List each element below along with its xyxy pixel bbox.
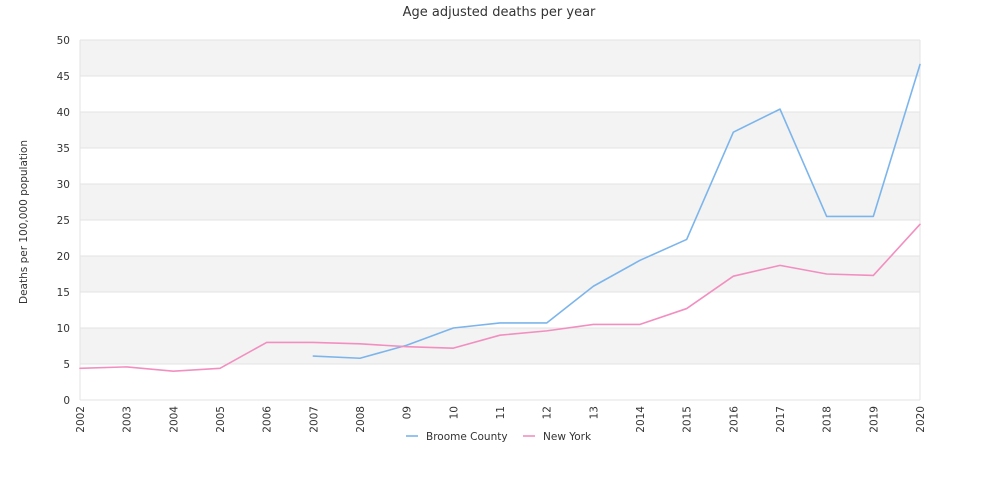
plot-band <box>80 40 920 76</box>
series-line-1 <box>79 223 921 372</box>
chart-title: Age adjusted deaths per year <box>403 5 596 20</box>
x-tick-label: 09 <box>402 406 414 419</box>
x-axis-ticks: 2002 2003 2004 2005 2006 2007 2008 09 10 11 12 13 20… <box>75 406 927 433</box>
x-tick-label: 2019 <box>868 406 880 433</box>
x-tick-label: 13 <box>588 406 600 419</box>
x-tick-label: 2017 <box>775 406 787 433</box>
plot-band <box>80 256 920 292</box>
y-tick-label: 15 <box>57 287 70 299</box>
x-tick-label: 2015 <box>682 406 694 433</box>
y-tick-label: 25 <box>57 215 70 227</box>
y-tick-label: 10 <box>57 323 70 335</box>
x-tick-label: 2005 <box>215 406 227 433</box>
y-tick-label: 30 <box>57 179 70 191</box>
y-tick-label: 20 <box>57 251 70 263</box>
y-axis-label: Deaths per 100,000 population <box>18 140 30 304</box>
y-tick-label: 35 <box>57 143 70 155</box>
gridlines <box>79 39 921 401</box>
x-tick-label: 2016 <box>728 406 740 433</box>
plot-band <box>80 328 920 364</box>
y-tick-label: 0 <box>63 395 70 407</box>
x-tick-label: 2006 <box>262 406 274 433</box>
series-lines <box>79 63 921 372</box>
legend-label[interactable]: Broome County <box>426 431 508 443</box>
y-tick-label: 45 <box>57 71 70 83</box>
y-axis-ticks: 0 5 10 15 20 25 30 35 40 45 50 <box>57 35 70 407</box>
x-tick-label: 2004 <box>168 406 180 433</box>
y-tick-label: 5 <box>63 359 70 371</box>
x-tick-label: 2018 <box>822 406 834 433</box>
x-tick-label: 2002 <box>75 406 87 433</box>
plot-band <box>80 364 920 400</box>
x-tick-label: 2008 <box>355 406 367 433</box>
x-tick-label: 2007 <box>308 406 320 433</box>
plot-band <box>80 148 920 184</box>
x-tick-label: 12 <box>542 406 554 419</box>
plot-band <box>80 76 920 112</box>
plot-band <box>80 184 920 220</box>
plot-band <box>80 220 920 256</box>
plot-band <box>80 292 920 328</box>
plot-background <box>80 40 920 400</box>
legend-label[interactable]: New York <box>543 431 592 443</box>
y-tick-label: 50 <box>57 35 70 47</box>
x-tick-label: 2020 <box>915 406 927 433</box>
x-tick-label: 2014 <box>635 406 647 433</box>
y-tick-label: 40 <box>57 107 70 119</box>
x-tick-label: 10 <box>448 406 460 419</box>
legend: Broome County New York <box>406 431 592 443</box>
x-tick-label: 11 <box>495 406 507 419</box>
plot-band <box>80 112 920 148</box>
x-tick-label: 2003 <box>122 406 134 433</box>
series-line-0 <box>312 63 921 360</box>
